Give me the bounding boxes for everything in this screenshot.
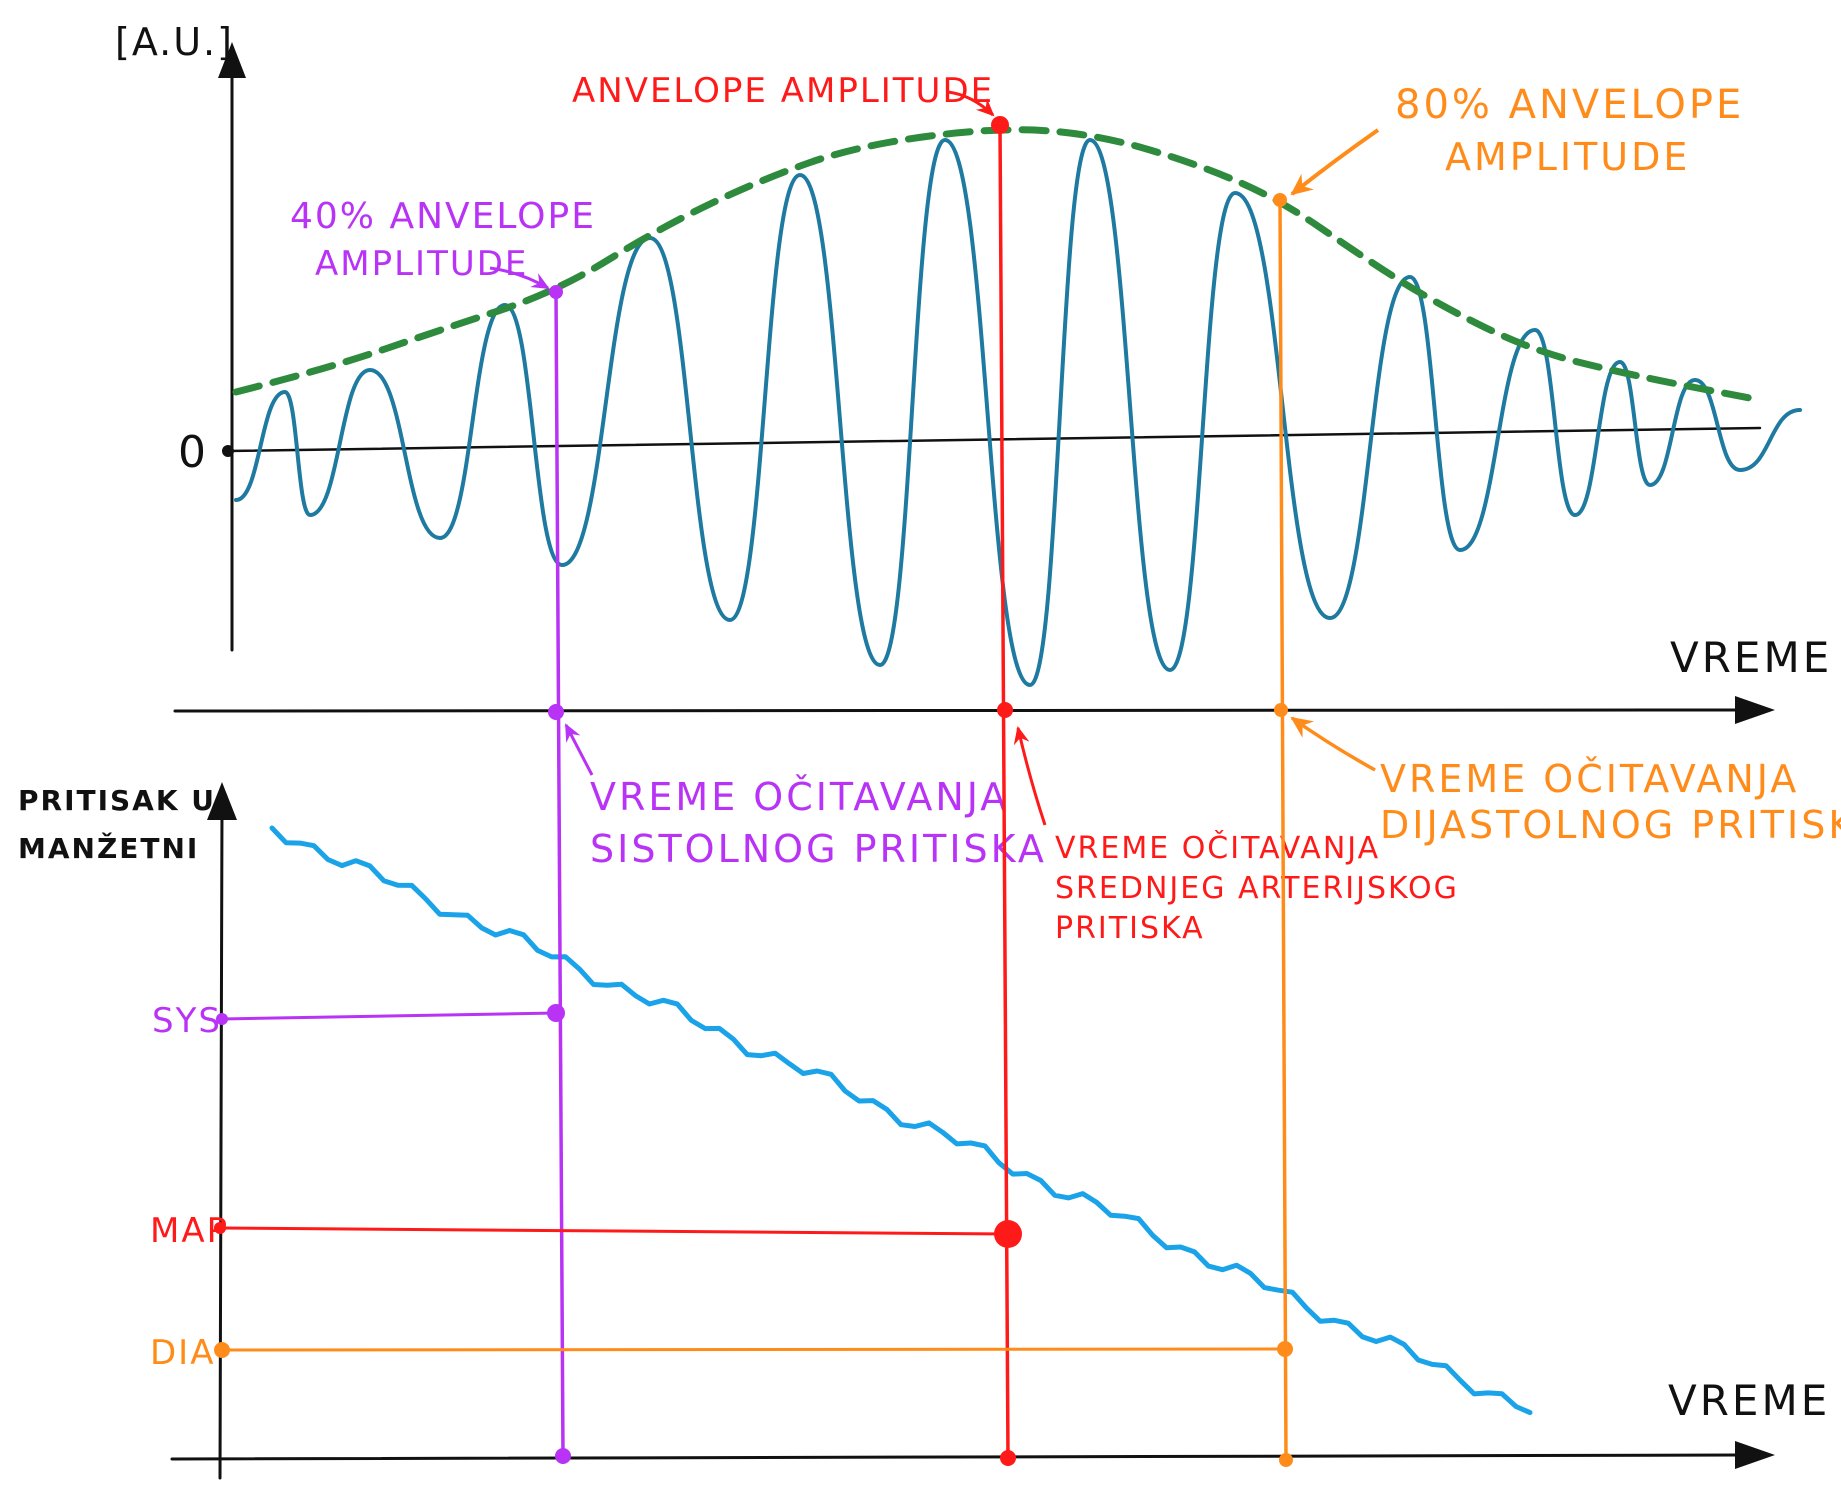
systolic-horizontal-line bbox=[221, 1011, 557, 1021]
systolic-group: 40% ANVELOPE AMPLITUDE VREME OČITAVANJA … bbox=[152, 196, 1047, 1464]
diastolic-vertical-line bbox=[1278, 199, 1288, 1461]
zero-label: 0 bbox=[178, 427, 208, 478]
zero-marker bbox=[222, 445, 234, 457]
top-x-axis-label: VREME bbox=[1670, 633, 1832, 682]
map-tick-label: MAP bbox=[150, 1211, 229, 1251]
map-top-arrow bbox=[947, 90, 995, 117]
diastolic-horizontal-line bbox=[221, 1347, 1286, 1352]
diastolic-envelope-point bbox=[1273, 193, 1287, 207]
bottom-y-axis bbox=[218, 803, 224, 1480]
systolic-top-label-line2: AMPLITUDE bbox=[315, 244, 528, 284]
bottom-x-axis-arrowhead bbox=[1735, 1441, 1775, 1469]
diastolic-top-label-line2: AMPLITUDE bbox=[1445, 135, 1690, 179]
systolic-time-label-line2: SISTOLNOG PRITISKA bbox=[590, 827, 1047, 871]
cuff-pressure-curve bbox=[269, 825, 1533, 1416]
diastolic-bottom-point bbox=[1279, 1453, 1293, 1467]
diastolic-time-arrow bbox=[1290, 716, 1376, 772]
systolic-bottom-point bbox=[555, 1448, 571, 1464]
diastolic-top-arrow bbox=[1290, 128, 1380, 196]
bottom-x-axis-label: VREME bbox=[1668, 1376, 1830, 1425]
map-horizontal-line bbox=[219, 1226, 1009, 1236]
sys-tick-label: SYS bbox=[152, 1001, 222, 1041]
systolic-time-label-line1: VREME OČITAVANJA bbox=[590, 775, 1009, 819]
diastolic-time-label-line1: VREME OČITAVANJA bbox=[1380, 757, 1799, 801]
bottom-x-axis bbox=[170, 1453, 1742, 1461]
map-time-label-line3: PRITISKA bbox=[1055, 911, 1205, 946]
diastolic-group: 80% ANVELOPE AMPLITUDE VREME OČITAVANJA … bbox=[150, 82, 1841, 1467]
map-tick-point bbox=[214, 1222, 226, 1234]
zero-line bbox=[226, 426, 1762, 453]
map-time-label-line1: VREME OČITAVANJA bbox=[1055, 829, 1380, 866]
y-unit-label: [A.U.] bbox=[115, 20, 234, 64]
top-x-axis-arrowhead bbox=[1735, 696, 1775, 724]
map-envelope-point bbox=[991, 116, 1009, 134]
systolic-time-arrow bbox=[564, 723, 594, 776]
top-y-axis-arrowhead bbox=[218, 42, 246, 78]
diastolic-time-label-line2: DIJASTOLNOG PRITISKA bbox=[1380, 803, 1841, 847]
map-bottom-point bbox=[1000, 1450, 1016, 1466]
diastolic-top-label-line1: 80% ANVELOPE bbox=[1395, 82, 1744, 128]
envelope-curve bbox=[232, 126, 1764, 404]
map-top-label: ANVELOPE AMPLITUDE bbox=[572, 71, 994, 111]
systolic-envelope-point bbox=[549, 285, 563, 299]
dia-tick-label: DIA bbox=[150, 1333, 215, 1373]
systolic-top-label-line1: 40% ANVELOPE bbox=[290, 196, 596, 237]
dia-tick-point bbox=[214, 1342, 230, 1358]
systolic-time-point bbox=[548, 704, 564, 720]
map-group: ANVELOPE AMPLITUDE VREME OČITAVANJA SRED… bbox=[150, 71, 1459, 1466]
systolic-top-arrow bbox=[489, 266, 550, 290]
bottom-y-label-line1: PRITISAK U bbox=[18, 784, 216, 817]
map-time-label-line2: SREDNJEG ARTERIJSKOG bbox=[1055, 871, 1459, 906]
diastolic-time-point bbox=[1274, 703, 1288, 717]
bottom-y-axis-arrowhead bbox=[207, 782, 237, 820]
diastolic-pressure-point bbox=[1277, 1341, 1293, 1357]
top-x-axis bbox=[173, 708, 1742, 713]
bottom-y-label-line2: MANŽETNI bbox=[18, 831, 199, 865]
systolic-pressure-point bbox=[547, 1004, 565, 1022]
map-time-arrow bbox=[1013, 726, 1047, 826]
map-pressure-point bbox=[994, 1220, 1022, 1248]
map-time-point bbox=[997, 702, 1013, 718]
systolic-vertical-line bbox=[554, 291, 565, 1457]
sys-tick-point bbox=[216, 1013, 228, 1025]
